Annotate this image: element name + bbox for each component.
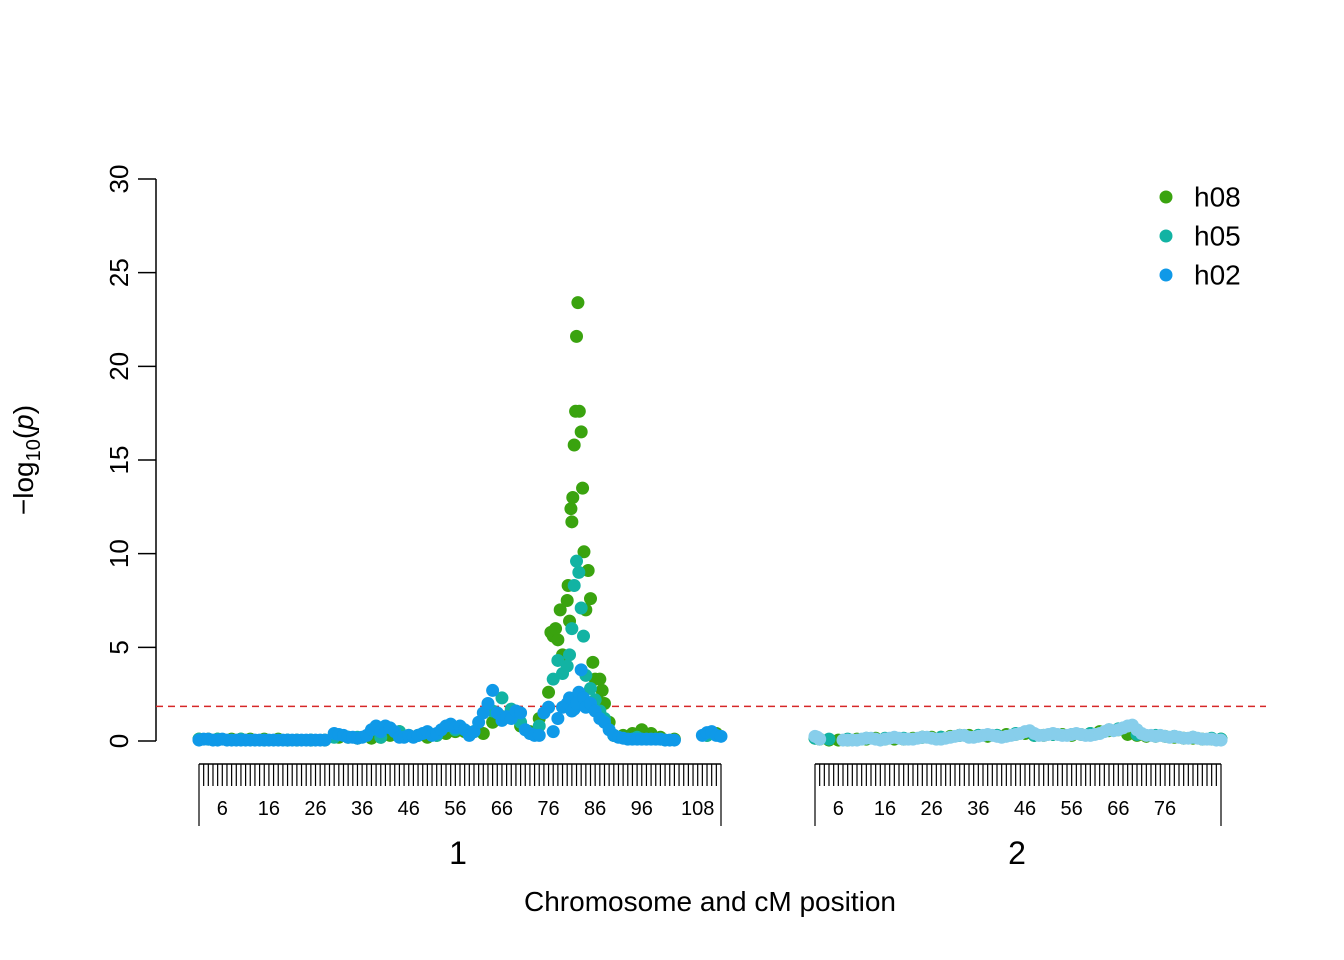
cM-tick-label: 36 [967,798,989,820]
point-h05-chr1 [495,691,509,705]
point-h05-chr1 [560,659,574,673]
point-h05-chr1 [563,648,577,662]
point-h02-chr1 [481,697,495,711]
y-tick-label: 15 [104,446,134,475]
point-h05-chr1 [546,672,560,686]
y-axis-label-subscript: 10 [23,439,45,461]
cM-tick-label: 46 [1014,798,1036,820]
legend-label-h02: h02 [1194,260,1241,291]
y-tick-label: 30 [104,165,134,194]
cM-tick-label: 76 [1154,798,1176,820]
point-h08-chr1 [577,545,591,559]
point-h08-chr1 [593,672,607,686]
y-axis-label: −log10(p) [8,405,45,515]
cM-tick-label: 26 [304,798,326,820]
point-h05-chr1 [551,653,565,667]
point-h02-chr1 [667,733,681,747]
point-h08-chr1 [584,592,597,606]
point-h02-chr1 [546,725,560,739]
point-series-3-chr2 [1214,733,1228,747]
point-h05-chr1 [570,554,584,568]
point-h02-chr1 [532,728,546,742]
y-axis-label-paren-close: ) [8,405,39,414]
x-axis-label: Chromosome and cM position [524,886,896,917]
point-h08-chr1 [576,481,590,495]
y-axis: 0 5 10 15 20 25 30 [104,165,157,748]
point-h02-chr1 [542,700,556,714]
cM-tick-label: 26 [921,798,943,820]
legend-marker-h02 [1159,268,1173,282]
point-h05-chr1 [565,622,579,636]
y-axis-label-paren-open: ( [8,429,39,439]
point-h05-chr1 [584,682,597,696]
point-h08-chr1 [566,490,580,504]
cM-tick-label: 56 [444,798,466,820]
y-tick-label: 10 [104,539,134,568]
point-h05-chr1 [572,565,586,579]
point-h05-chr1 [577,629,591,643]
point-h02-chr1 [318,733,332,747]
point-h08-chr1 [553,603,567,617]
cM-tick-label: 66 [1107,798,1129,820]
legend-marker-h08 [1159,190,1173,204]
point-h08-chr1 [564,502,578,516]
legend-label-h08: h08 [1194,182,1241,213]
point-h08-chr1 [551,633,565,647]
point-h08-chr1 [549,622,563,636]
y-tick-label: 25 [104,258,134,287]
point-h05-chr1 [574,601,588,615]
y-tick-label: 5 [104,640,134,654]
point-h02-chr1 [551,712,565,726]
point-h02-chr1 [486,683,500,697]
point-h05-chr2 [822,732,836,746]
data-points [192,296,1228,747]
point-h02-chr1 [574,663,588,677]
y-tick-label: 20 [104,352,134,381]
cM-tick-label: 6 [833,798,844,820]
cM-tick-label: 96 [631,798,653,820]
cM-tick-label: 46 [398,798,420,820]
y-axis-label-variable: p [8,414,39,431]
point-h08-chr1 [574,425,588,439]
cM-tick-label: 86 [584,798,606,820]
cM-tick-label: 66 [491,798,513,820]
point-h08-chr1 [567,438,581,452]
cM-tick-label: 16 [258,798,280,820]
point-h08-chr1 [542,685,556,699]
cM-tick-label: 108 [681,798,714,820]
y-tick-label: 0 [104,734,134,748]
chromosome-label-1: 1 [449,835,467,871]
point-h08-chr1 [586,655,600,669]
y-axis-label-main: −log [8,461,39,515]
cM-tick-label: 56 [1061,798,1083,820]
point-h08-chr1 [560,594,574,607]
cM-tick-label: 76 [537,798,559,820]
chromosome-label-2: 2 [1008,835,1026,871]
point-h08-chr1 [570,329,584,343]
legend-label-h05: h05 [1194,221,1241,252]
cM-tick-label: 6 [217,798,228,820]
legend: h08 h05 h02 [1159,182,1241,291]
cM-tick-label: 36 [351,798,373,820]
point-h02-chr1 [714,729,728,743]
point-h02-chr1 [514,706,528,720]
point-h08-chr1 [571,296,585,310]
point-h08-chr1 [595,683,609,697]
cM-tick-label: 16 [874,798,896,820]
point-h08-chr1 [572,404,586,418]
legend-marker-h05 [1159,229,1173,243]
point-series-3-chr2 [813,732,827,746]
point-h08-chr1 [565,515,579,529]
point-h05-chr1 [567,579,581,593]
